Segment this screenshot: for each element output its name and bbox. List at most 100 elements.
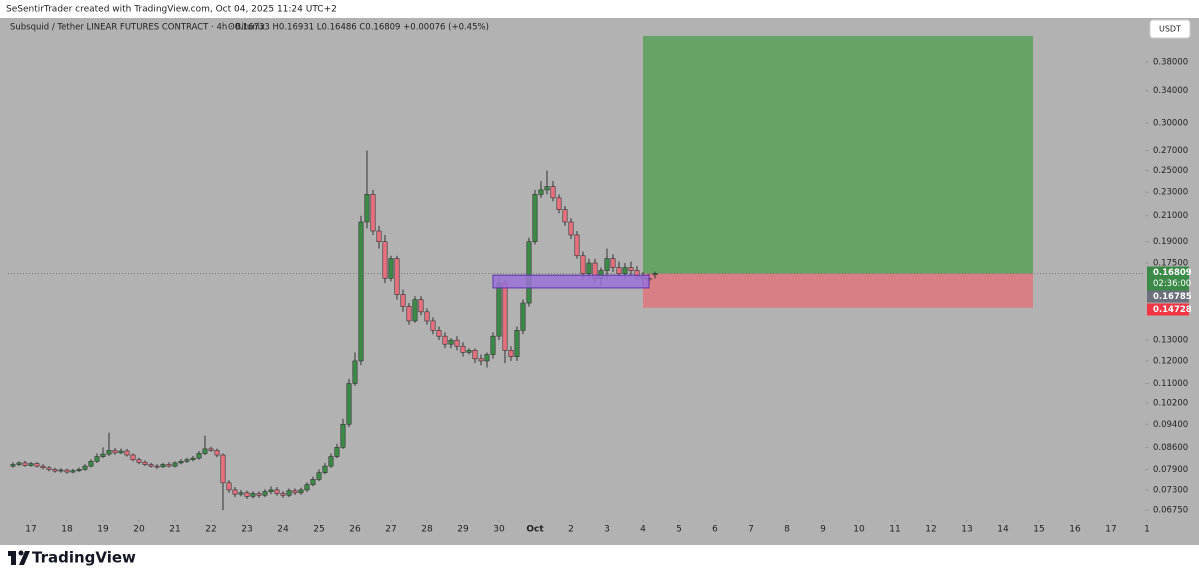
candle-body	[448, 339, 454, 345]
candle-body	[202, 448, 208, 454]
x-tick-label: 30	[493, 525, 505, 535]
candle-body	[28, 463, 34, 466]
candle-body	[508, 350, 514, 357]
x-tick-label: 6	[712, 525, 718, 535]
candle-body	[532, 194, 538, 243]
candle-body	[142, 461, 148, 465]
x-tick-label: 13	[961, 525, 972, 535]
candle-body	[238, 492, 244, 495]
x-tick-label: 7	[748, 525, 754, 535]
candle-body	[490, 335, 496, 355]
y-tick-label: 0.19000	[1153, 237, 1188, 247]
candle-body	[400, 294, 406, 307]
candle-body	[304, 484, 310, 491]
y-tick-label: 0.12000	[1153, 356, 1188, 366]
x-tick-label: 4	[640, 525, 646, 535]
x-tick-label: Oct	[526, 525, 544, 535]
candle-body	[94, 456, 100, 462]
currency-button[interactable]	[1149, 19, 1191, 39]
candle-body	[250, 493, 256, 497]
candle-body	[544, 186, 550, 191]
candle-body	[124, 450, 130, 456]
candle-body	[352, 360, 358, 384]
candle-body	[184, 459, 190, 462]
candle-body	[514, 330, 520, 357]
candle-body	[424, 311, 430, 322]
candle-body	[316, 472, 322, 480]
x-tick-label: 2	[568, 525, 574, 535]
candle-body	[298, 489, 304, 494]
candle-body	[268, 489, 274, 492]
candle-body	[172, 462, 178, 467]
candle-body	[538, 189, 544, 195]
y-tick-label: 0.13000	[1153, 336, 1188, 346]
candle-body	[412, 299, 418, 322]
candle-body	[106, 450, 112, 455]
candle-body	[58, 469, 64, 472]
x-tick-label: 24	[277, 525, 289, 535]
ohlc: O0.16733 H0.16931 L0.16486 C0.16809 +0.0…	[228, 23, 489, 33]
y-tick-label: 0.25000	[1153, 166, 1188, 176]
x-tick-label: 12	[925, 525, 936, 535]
x-tick-label: 25	[313, 525, 324, 535]
currency[interactable]: USDT	[1159, 25, 1181, 34]
x-tick-label: 5	[676, 525, 682, 535]
candle-body	[388, 258, 394, 279]
candle-body	[112, 450, 118, 454]
candle-body	[436, 330, 442, 337]
candle-body	[628, 267, 634, 271]
candle-body	[574, 234, 580, 257]
candle-body	[556, 197, 562, 210]
candle-body	[454, 339, 460, 347]
candle-body	[166, 464, 172, 467]
candle-body	[496, 282, 502, 337]
candle-body	[430, 320, 436, 331]
candle-body	[244, 492, 250, 497]
candle-body	[40, 465, 46, 469]
candle-body	[256, 493, 262, 496]
x-tick-label: 27	[385, 525, 396, 535]
brand: TradingView	[32, 549, 136, 567]
x-tick-label: 19	[97, 525, 109, 535]
candle-body	[82, 465, 88, 470]
candle-body	[358, 221, 364, 362]
candle-body	[562, 209, 568, 223]
x-tick-label: 14	[997, 525, 1009, 535]
x-tick-label: 17	[1105, 525, 1116, 535]
candle-body	[580, 255, 586, 274]
candle-body	[622, 267, 628, 274]
candle-body	[160, 464, 166, 468]
x-tick-label: 9	[820, 525, 826, 535]
x-tick-label: 18	[61, 525, 73, 535]
x-tick-label: 1	[1144, 525, 1150, 535]
candle-body	[334, 447, 340, 457]
candle-body	[610, 258, 616, 268]
candle-body	[46, 467, 52, 470]
x-tick-label: 16	[1069, 525, 1081, 535]
candle-body	[52, 469, 58, 472]
candle-body	[130, 454, 136, 461]
zone-box	[492, 274, 650, 289]
candle-body	[460, 345, 466, 353]
candle-body	[652, 273, 658, 275]
candle-body	[16, 462, 22, 465]
y-tick-label: 0.07900	[1153, 465, 1188, 475]
candle-body	[406, 306, 412, 322]
y-tick-label: 0.07300	[1153, 485, 1188, 495]
candle-body	[196, 453, 202, 459]
candle-body	[10, 464, 16, 467]
candle-body	[568, 221, 574, 236]
candle-body	[280, 493, 286, 496]
candle-body	[394, 258, 400, 295]
x-tick-label: 8	[784, 525, 790, 535]
x-tick-label: 23	[241, 525, 252, 535]
target-zone	[642, 35, 1033, 274]
mark-price-box	[1147, 290, 1189, 303]
candle-body	[382, 241, 388, 279]
candle-body	[154, 465, 160, 468]
x-tick-label: 20	[133, 525, 145, 535]
candle-body	[34, 463, 40, 467]
candle-body	[214, 450, 220, 456]
candle-body	[364, 194, 370, 223]
y-tick-label: 0.38000	[1153, 57, 1188, 67]
